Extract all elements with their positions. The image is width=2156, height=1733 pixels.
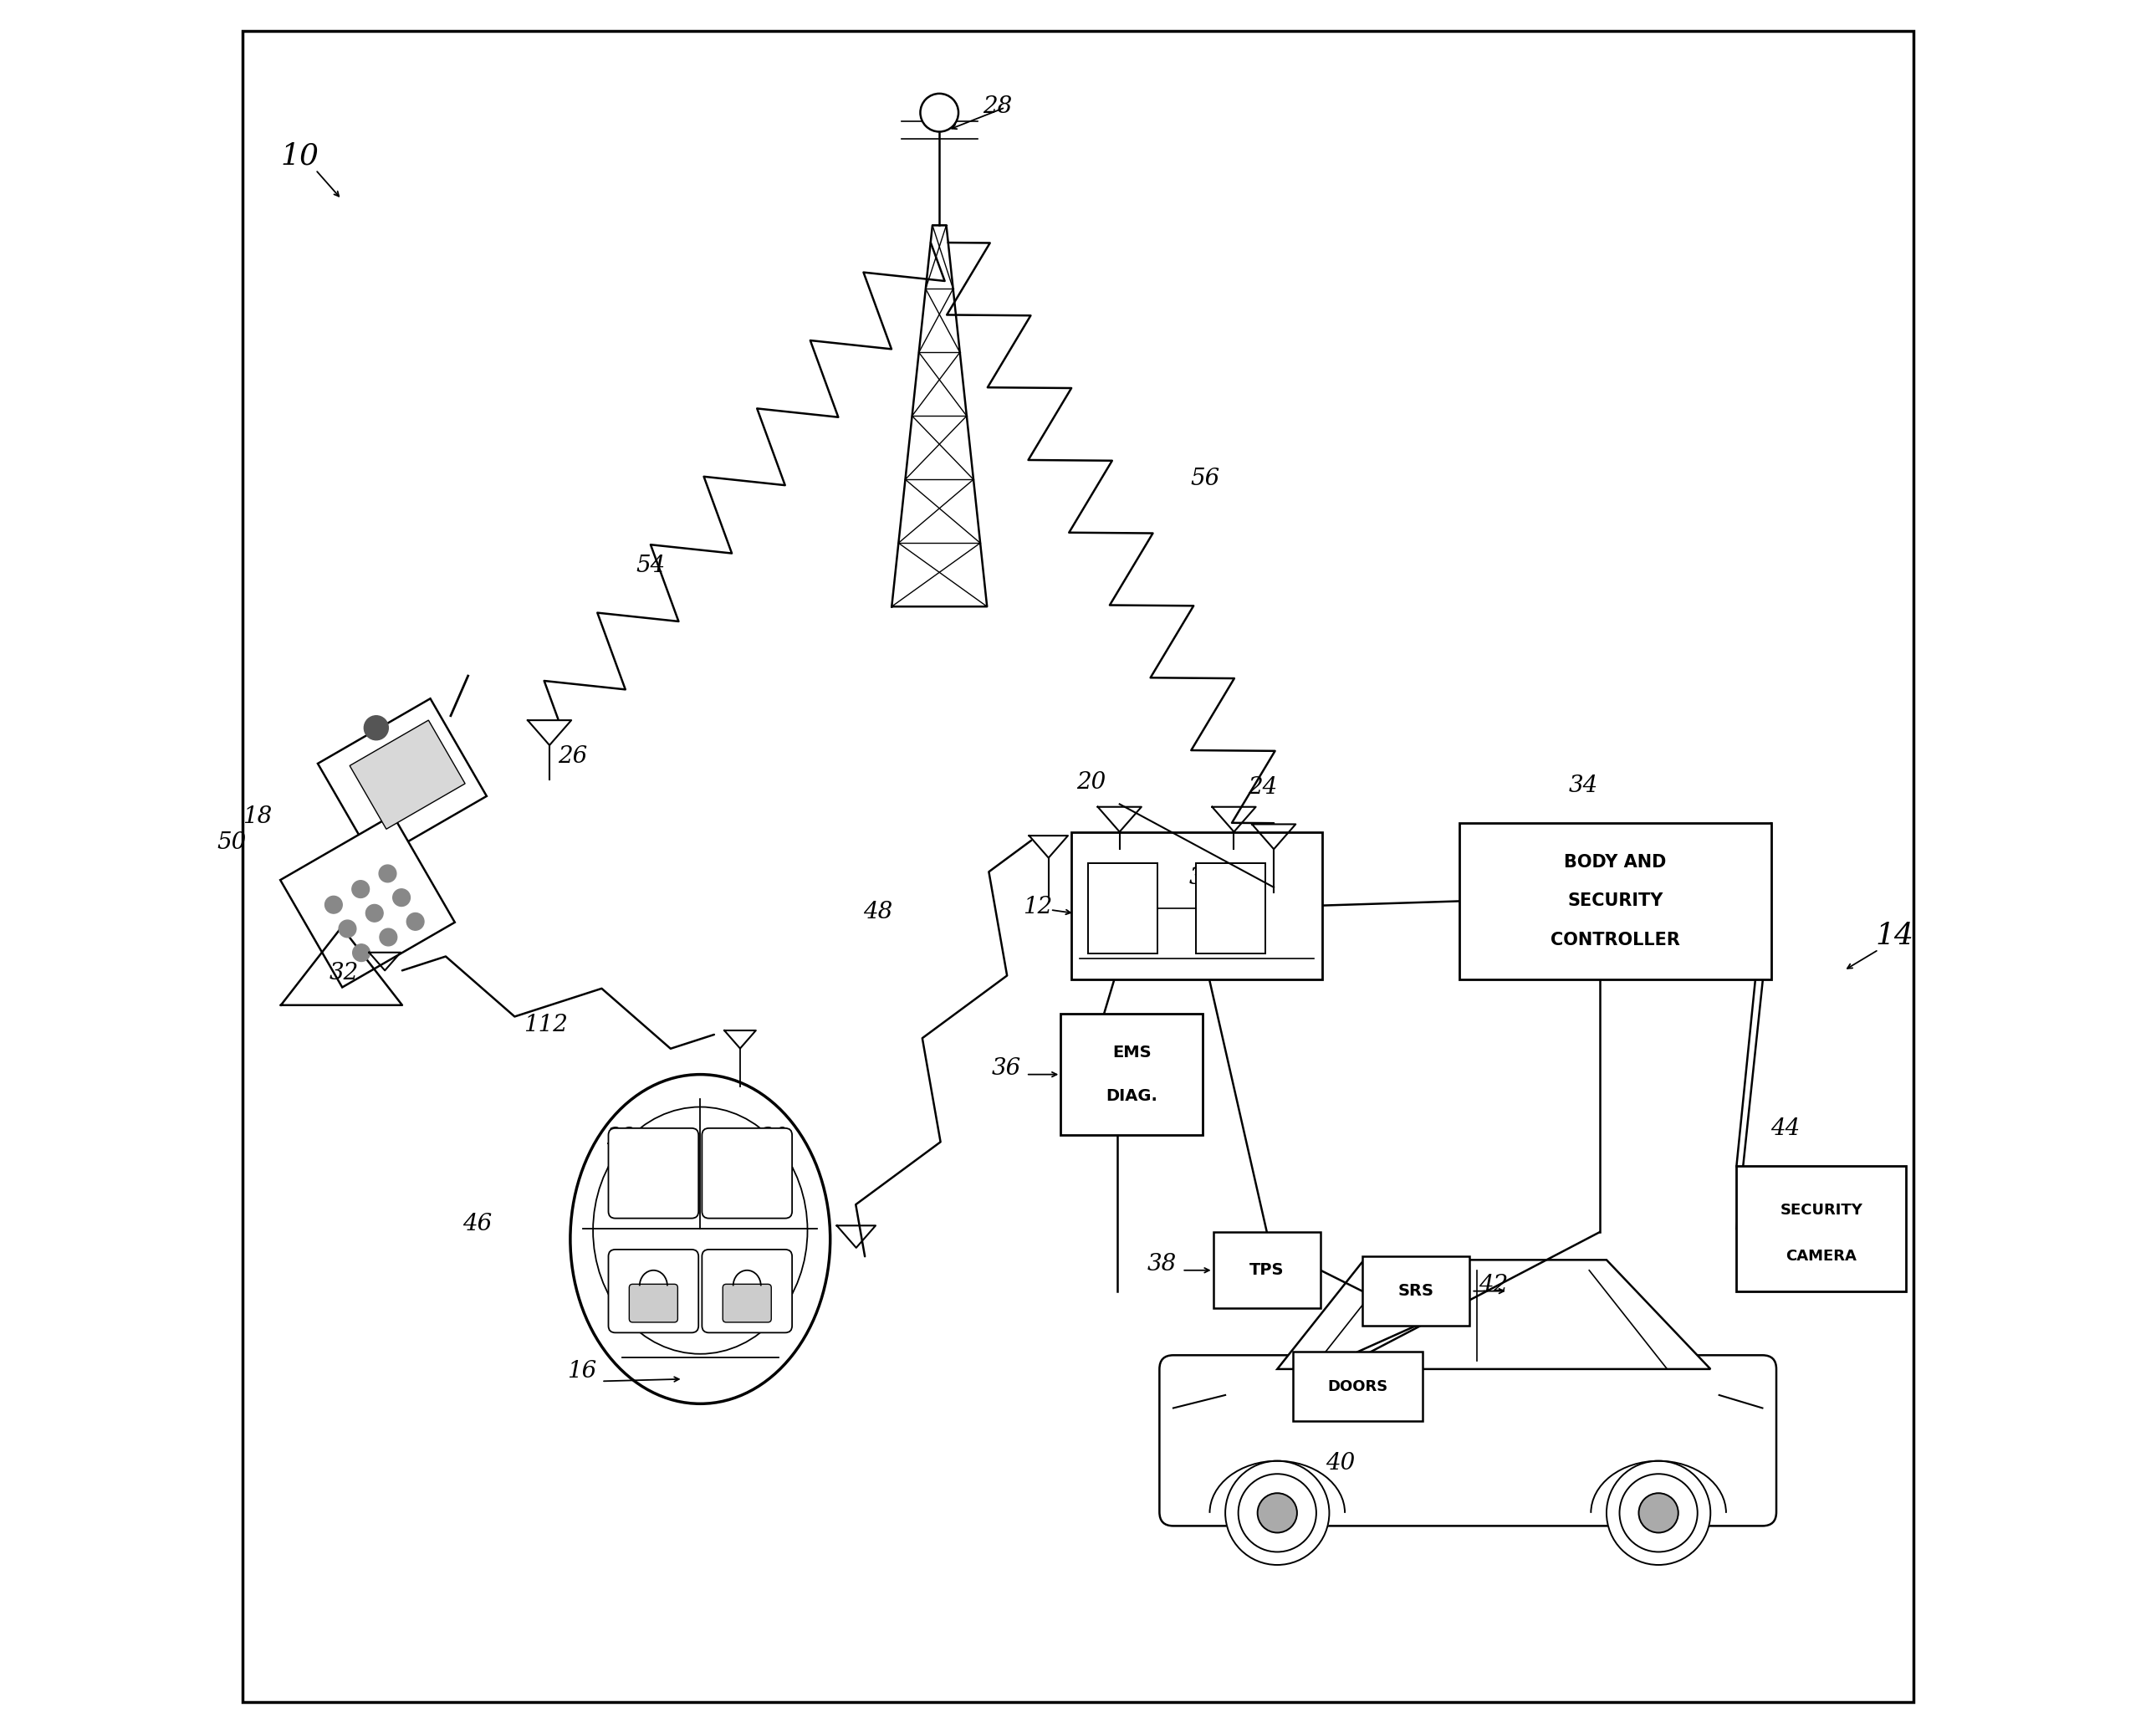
Circle shape bbox=[379, 929, 397, 946]
Text: 42: 42 bbox=[1479, 1274, 1507, 1296]
Circle shape bbox=[392, 889, 410, 906]
FancyBboxPatch shape bbox=[703, 1128, 791, 1218]
Text: SECURITY: SECURITY bbox=[1567, 892, 1662, 910]
Bar bbox=[1363, 1256, 1470, 1326]
Text: 33: 33 bbox=[1188, 866, 1218, 889]
Text: 28: 28 bbox=[983, 95, 1011, 118]
Text: 20: 20 bbox=[1076, 771, 1106, 794]
Text: 52: 52 bbox=[375, 771, 405, 794]
Bar bbox=[1089, 863, 1158, 953]
Text: 34: 34 bbox=[1567, 775, 1598, 797]
Polygon shape bbox=[317, 698, 487, 861]
Circle shape bbox=[1238, 1473, 1317, 1553]
Text: 46: 46 bbox=[729, 1213, 757, 1236]
Text: CAMERA: CAMERA bbox=[1785, 1248, 1856, 1263]
Circle shape bbox=[1606, 1461, 1710, 1565]
Text: 22: 22 bbox=[606, 1126, 636, 1149]
Text: 30: 30 bbox=[759, 1126, 789, 1149]
FancyBboxPatch shape bbox=[722, 1284, 772, 1322]
Circle shape bbox=[326, 896, 343, 913]
FancyBboxPatch shape bbox=[1160, 1355, 1777, 1527]
Circle shape bbox=[338, 920, 356, 938]
Bar bbox=[1460, 823, 1770, 979]
Text: 56: 56 bbox=[1190, 468, 1220, 490]
FancyBboxPatch shape bbox=[608, 1249, 699, 1333]
Circle shape bbox=[1225, 1461, 1330, 1565]
Text: 12: 12 bbox=[1022, 896, 1052, 918]
Text: 18: 18 bbox=[244, 806, 272, 828]
Circle shape bbox=[921, 94, 959, 132]
Text: 36: 36 bbox=[992, 1057, 1020, 1080]
Text: 24: 24 bbox=[1248, 776, 1276, 799]
Bar bbox=[1061, 1014, 1203, 1135]
Circle shape bbox=[1619, 1473, 1697, 1553]
Text: 16: 16 bbox=[567, 1360, 597, 1383]
Text: SECURITY: SECURITY bbox=[1781, 1203, 1863, 1218]
Text: DIAG.: DIAG. bbox=[1106, 1088, 1158, 1104]
FancyBboxPatch shape bbox=[608, 1128, 699, 1218]
Ellipse shape bbox=[571, 1074, 830, 1404]
Text: 38: 38 bbox=[1147, 1253, 1177, 1275]
Text: SRS: SRS bbox=[1397, 1282, 1434, 1300]
Circle shape bbox=[364, 716, 388, 740]
Bar bbox=[1197, 863, 1266, 953]
Text: 112: 112 bbox=[524, 1014, 567, 1036]
Bar bbox=[1214, 1232, 1322, 1308]
Text: 48: 48 bbox=[862, 901, 893, 924]
Text: 32: 32 bbox=[330, 962, 358, 984]
Circle shape bbox=[407, 913, 425, 931]
Text: 40: 40 bbox=[1326, 1452, 1354, 1475]
Circle shape bbox=[379, 865, 397, 882]
Text: BODY AND: BODY AND bbox=[1563, 854, 1667, 870]
Text: EMS: EMS bbox=[1112, 1045, 1151, 1061]
Polygon shape bbox=[280, 815, 455, 988]
Text: 46: 46 bbox=[464, 1213, 492, 1236]
FancyBboxPatch shape bbox=[703, 1249, 791, 1333]
Circle shape bbox=[367, 905, 384, 922]
Text: DOORS: DOORS bbox=[1328, 1379, 1388, 1393]
Text: 50: 50 bbox=[218, 832, 246, 854]
Bar bbox=[1294, 1352, 1423, 1421]
Polygon shape bbox=[349, 721, 466, 828]
Text: 54: 54 bbox=[636, 555, 666, 577]
Text: 14: 14 bbox=[1876, 922, 1915, 950]
FancyBboxPatch shape bbox=[630, 1284, 677, 1322]
Circle shape bbox=[1639, 1494, 1677, 1532]
Text: 26: 26 bbox=[558, 745, 589, 768]
Text: 10: 10 bbox=[280, 142, 319, 170]
Bar bbox=[1736, 1166, 1906, 1291]
Ellipse shape bbox=[593, 1107, 808, 1353]
Polygon shape bbox=[1276, 1260, 1710, 1369]
Text: TPS: TPS bbox=[1250, 1262, 1285, 1279]
Text: CONTROLLER: CONTROLLER bbox=[1550, 932, 1680, 948]
Circle shape bbox=[351, 880, 369, 898]
Circle shape bbox=[354, 944, 371, 962]
Bar bbox=[1072, 832, 1322, 979]
Circle shape bbox=[1257, 1494, 1298, 1532]
Text: 44: 44 bbox=[1770, 1118, 1800, 1140]
